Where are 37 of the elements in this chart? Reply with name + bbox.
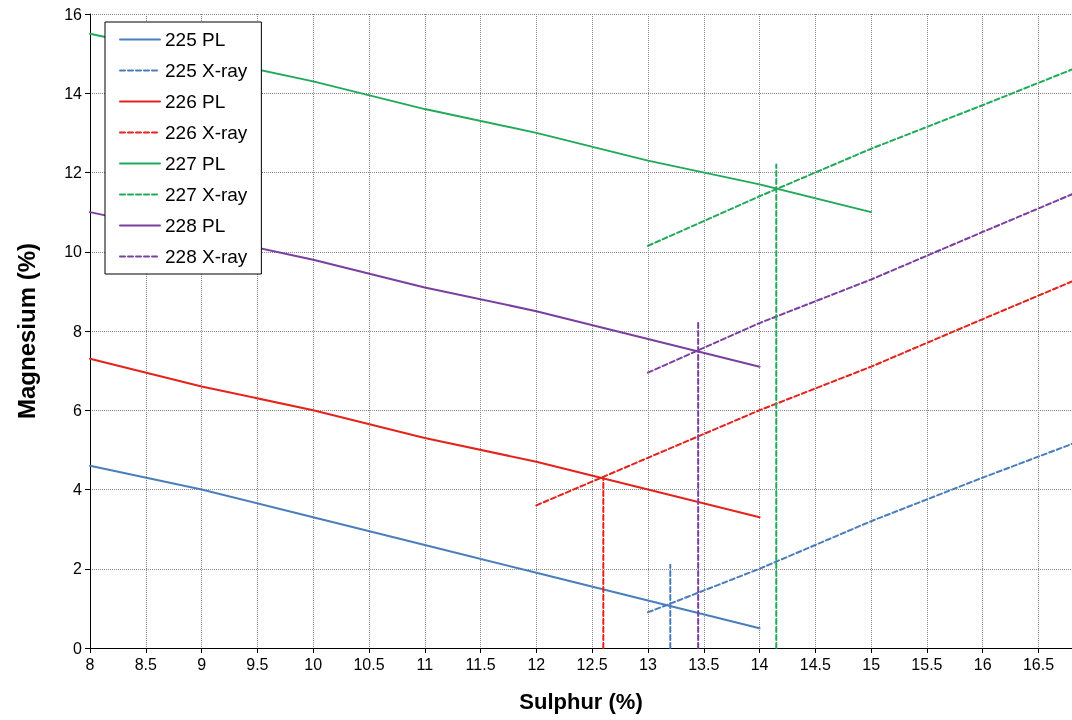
y-tick-label: 4	[73, 481, 83, 498]
x-tick-label: 14.5	[799, 655, 832, 673]
y-tick-label: 12	[64, 164, 83, 181]
legend-label: 226 PL	[165, 91, 226, 112]
x-tick-label: 10	[304, 655, 323, 673]
x-tick-label: 13	[639, 655, 657, 673]
legend-label: 225 X-ray	[165, 60, 248, 81]
legend-label: 226 X-ray	[165, 122, 248, 143]
x-tick-label: 16.5	[1022, 655, 1055, 673]
x-tick-label: 10.5	[353, 655, 385, 673]
y-tick-label: 16	[64, 5, 83, 23]
x-tick-label: 8.5	[134, 655, 158, 673]
x-tick-label: 16	[973, 655, 992, 673]
legend-label: 227 X-ray	[165, 184, 248, 205]
legend-label: 228 X-ray	[165, 246, 248, 267]
y-tick-label: 10	[64, 243, 83, 261]
x-tick-label: 12	[527, 655, 546, 673]
legend-label: 225 PL	[165, 29, 226, 50]
y-tick-label: 2	[73, 560, 83, 578]
y-axis-title: Magnesium (%)	[12, 242, 40, 420]
x-tick-label: 11.5	[465, 655, 496, 673]
x-tick-label: 14	[750, 655, 769, 673]
x-tick-label: 11	[416, 655, 434, 673]
x-tick-label: 15.5	[911, 655, 943, 673]
y-tick-label: 8	[73, 322, 83, 340]
x-axis-title: Sulphur (%)	[519, 688, 643, 714]
x-tick-label: 12.5	[576, 655, 608, 673]
x-tick-label: 8	[85, 655, 95, 673]
y-tick-label: 14	[64, 84, 83, 102]
legend-label: 228 PL	[165, 215, 226, 236]
x-tick-label: 9	[197, 655, 207, 673]
y-tick-label: 0	[73, 639, 83, 657]
x-tick-label: 15	[862, 655, 881, 673]
x-tick-label: 9.5	[246, 655, 269, 673]
y-tick-label: 6	[73, 401, 83, 419]
x-tick-label: 13.5	[688, 655, 720, 673]
legend-label: 227 PL	[165, 153, 226, 174]
